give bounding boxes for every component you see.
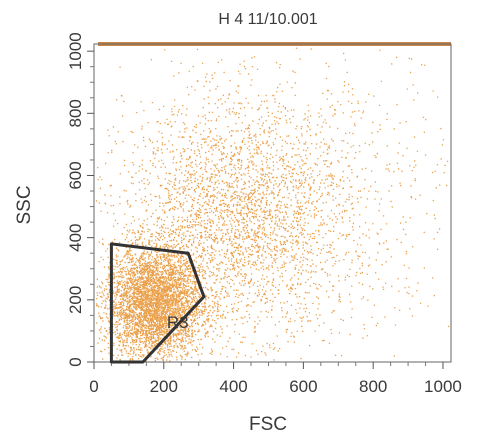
y-tick-label: 0 (66, 357, 85, 366)
point-cloud (95, 47, 450, 362)
gate-r3[interactable] (109, 242, 206, 364)
y-tick-label: 1000 (66, 32, 85, 70)
x-axis-label: FSC (249, 414, 287, 435)
plot-frame (93, 43, 452, 363)
x-tick-label: 600 (289, 377, 317, 396)
y-tick-label: 200 (66, 286, 85, 314)
x-tick-label: 0 (89, 377, 98, 396)
x-tick-label: 400 (219, 377, 247, 396)
x-tick-label: 800 (359, 377, 387, 396)
gate-label: R3 (167, 313, 189, 332)
x-tick-label: 1000 (424, 377, 462, 396)
y-tick-label: 800 (66, 99, 85, 127)
y-tick-label: 400 (66, 223, 85, 251)
y-axis-ticks: 0 200 400 600 800 1000 (66, 32, 94, 367)
chart-title: H 4 11/10.001 (218, 11, 317, 28)
data-points (95, 47, 450, 362)
x-axis-ticks: 0 200 400 600 800 1000 (89, 362, 462, 396)
x-tick-label: 200 (150, 377, 178, 396)
y-axis-label: SSC (14, 185, 35, 224)
y-tick-label: 600 (66, 161, 85, 189)
